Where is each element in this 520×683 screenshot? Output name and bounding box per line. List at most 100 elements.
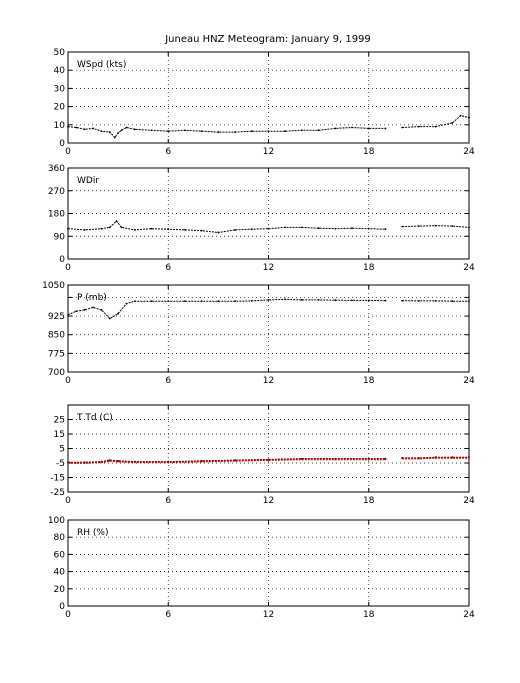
panel-4: 0 6 12 18 24 -25 -15 -5 5 15 25 T Td (C) (50, 404, 475, 506)
x-tick-label: 24 (463, 610, 475, 620)
y-tick-label: 20 (54, 585, 66, 595)
x-tick-label: 6 (165, 147, 171, 157)
data-point (83, 229, 86, 231)
data-point (133, 461, 136, 464)
data-point (100, 308, 103, 311)
data-point (317, 129, 320, 132)
data-point (167, 300, 170, 303)
data-point (284, 298, 287, 301)
data-point (468, 116, 470, 119)
data-point (301, 226, 303, 229)
data-point (434, 125, 437, 128)
data-point (150, 300, 153, 303)
y-tick-label: -15 (50, 474, 65, 484)
data-point (100, 130, 103, 133)
y-tick-label: 10 (54, 121, 66, 131)
y-tick-label: 0 (59, 255, 65, 265)
data-point (67, 125, 69, 128)
y-tick-label: 180 (48, 210, 65, 220)
y-tick-label: 850 (48, 331, 65, 341)
data-point (167, 461, 170, 464)
figure-title: Juneau HNZ Meteogram: January 9, 1999 (164, 34, 371, 45)
data-point (217, 300, 220, 303)
data-point (200, 229, 203, 232)
data-point (167, 130, 170, 133)
data-point (217, 131, 220, 133)
x-tick-label: 6 (165, 610, 171, 620)
y-tick-label: 20 (54, 103, 66, 113)
data-point (117, 460, 120, 463)
data-point (434, 300, 437, 302)
data-point (133, 229, 136, 231)
data-point (401, 457, 404, 460)
data-point (434, 457, 437, 459)
data-point (108, 131, 111, 133)
data-point (250, 300, 253, 302)
x-tick-label: 18 (363, 376, 375, 386)
data-point (459, 114, 462, 117)
data-point (267, 459, 270, 461)
x-tick-label: 6 (165, 263, 171, 273)
data-point (120, 129, 123, 132)
panel-3: 0 6 12 18 24 700 775 850 925 1050 P (mb) (42, 281, 475, 386)
data-point (351, 299, 353, 302)
data-point (317, 299, 320, 301)
data-point (200, 130, 203, 133)
data-point (67, 462, 69, 464)
data-point (367, 458, 370, 461)
panel-label: P (mb) (77, 293, 107, 303)
data-point (351, 227, 353, 230)
data-point (92, 127, 94, 130)
series-trace-1 (67, 115, 470, 139)
y-tick-label: 1050 (42, 281, 65, 291)
y-tick-label: 925 (48, 312, 65, 322)
data-point (133, 128, 136, 131)
data-point (113, 136, 116, 139)
data-point (200, 300, 203, 303)
x-tick-label: 0 (65, 376, 71, 386)
y-tick-label: 5 (59, 445, 65, 455)
data-point (67, 227, 69, 230)
y-tick-label: 40 (54, 568, 66, 578)
data-point (417, 125, 420, 128)
data-point (301, 299, 303, 301)
x-tick-label: 0 (65, 263, 71, 273)
data-point (267, 299, 270, 301)
x-tick-label: 24 (463, 496, 475, 506)
data-point (125, 302, 128, 305)
data-point (100, 227, 103, 230)
data-point (234, 131, 236, 133)
data-point (468, 457, 470, 459)
data-point (250, 130, 253, 133)
data-point (150, 227, 153, 230)
data-point (115, 220, 118, 222)
data-point (334, 458, 337, 461)
data-point (75, 126, 78, 129)
data-point (401, 126, 404, 129)
y-tick-label: 100 (48, 516, 65, 526)
data-point (334, 299, 337, 302)
data-point (120, 226, 123, 229)
data-point (451, 300, 454, 303)
y-tick-label: 25 (54, 416, 65, 426)
x-tick-label: 6 (165, 376, 171, 386)
data-point (451, 457, 454, 459)
data-point (468, 300, 470, 303)
x-tick-label: 12 (263, 147, 274, 157)
data-point (200, 460, 203, 463)
data-point (267, 130, 270, 133)
axes-box (67, 51, 470, 144)
panel-label: T Td (C) (76, 413, 113, 423)
y-tick-label: 30 (54, 84, 66, 94)
y-tick-label: -5 (56, 459, 65, 469)
y-tick-label: 0 (59, 602, 65, 612)
data-point (125, 126, 128, 129)
data-point (417, 300, 420, 302)
panel-2: 0 6 12 18 24 0 90 180 270 360 WDir (48, 164, 475, 273)
data-point (250, 228, 253, 231)
data-point (384, 228, 387, 231)
x-tick-label: 12 (263, 376, 274, 386)
data-point (100, 461, 103, 464)
data-point (367, 127, 370, 130)
y-tick-label: 50 (54, 48, 66, 58)
